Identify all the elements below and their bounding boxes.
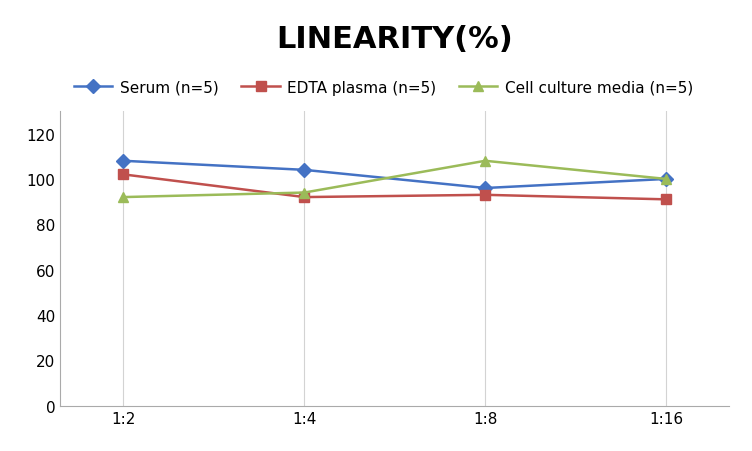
Line: Cell culture media (n=5): Cell culture media (n=5)	[119, 156, 671, 202]
Serum (n=5)	[481, 186, 490, 191]
EDTA plasma (n=5)	[662, 197, 671, 202]
EDTA plasma (n=5)	[481, 193, 490, 198]
EDTA plasma (n=5)	[300, 195, 309, 200]
Text: LINEARITY(%): LINEARITY(%)	[277, 24, 513, 54]
Cell culture media (n=5)	[300, 190, 309, 196]
Line: EDTA plasma (n=5): EDTA plasma (n=5)	[119, 170, 671, 205]
Cell culture media (n=5)	[662, 177, 671, 182]
Cell culture media (n=5)	[481, 159, 490, 164]
Serum (n=5)	[662, 177, 671, 182]
Serum (n=5)	[119, 159, 128, 164]
Line: Serum (n=5): Serum (n=5)	[119, 156, 671, 193]
Serum (n=5)	[300, 168, 309, 173]
Legend: Serum (n=5), EDTA plasma (n=5), Cell culture media (n=5): Serum (n=5), EDTA plasma (n=5), Cell cul…	[68, 74, 699, 101]
Cell culture media (n=5)	[119, 195, 128, 200]
EDTA plasma (n=5)	[119, 172, 128, 178]
